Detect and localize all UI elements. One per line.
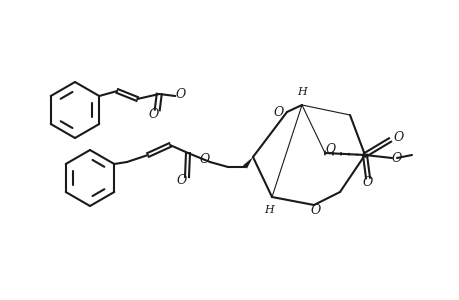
Text: O: O [362,176,372,190]
Text: O: O [393,130,403,143]
Text: O: O [175,88,185,100]
Polygon shape [242,157,252,169]
Text: H: H [297,87,306,97]
Text: O: O [325,142,336,155]
Text: H: H [263,205,273,215]
Text: O: O [177,173,187,187]
Text: O: O [148,107,158,121]
Text: O: O [310,203,320,217]
Text: O: O [391,152,401,164]
Text: O: O [200,152,210,166]
Text: O: O [273,106,284,118]
